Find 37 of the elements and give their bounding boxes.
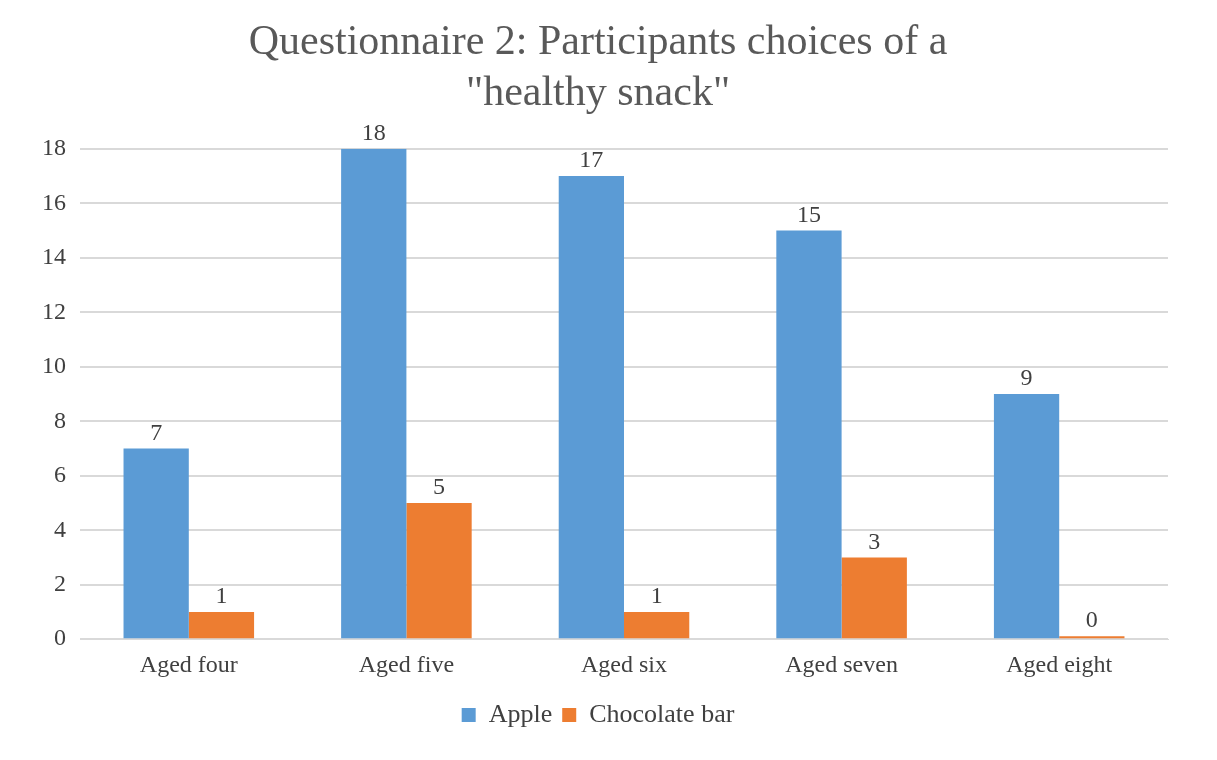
data-label: 1	[650, 582, 663, 609]
y-tick-label: 4	[54, 515, 66, 542]
bar	[558, 176, 624, 639]
y-tick-label: 8	[54, 406, 66, 433]
data-label: 7	[150, 418, 163, 445]
legend-label: Chocolate bar	[589, 698, 735, 728]
bar	[188, 611, 255, 639]
bar	[841, 557, 907, 639]
bar	[406, 502, 472, 639]
y-tick-label: 18	[42, 134, 66, 161]
data-label: 5	[433, 473, 446, 500]
y-tick-label: 10	[42, 352, 66, 379]
data-label: 0	[1085, 606, 1098, 633]
x-tick-label: Aged five	[358, 650, 455, 677]
x-tick-label: Aged four	[139, 650, 238, 677]
y-tick-label: 16	[42, 188, 66, 215]
y-tick-label: 14	[42, 243, 66, 270]
bar	[123, 448, 189, 639]
legend-label: Apple	[488, 698, 553, 728]
data-label: 17	[579, 146, 604, 173]
x-tick-label: Aged eight	[1006, 650, 1113, 677]
data-label: 3	[868, 527, 881, 554]
x-tick-label: Aged six	[581, 650, 667, 677]
y-tick-label: 12	[42, 297, 66, 324]
data-label: 15	[796, 200, 821, 227]
bar	[341, 148, 407, 639]
bar	[776, 230, 842, 639]
y-tick-label: 2	[54, 570, 66, 597]
bar	[624, 611, 690, 639]
y-tick-label: 0	[54, 624, 66, 651]
bar	[993, 394, 1060, 639]
data-label: 9	[1020, 364, 1033, 391]
data-label: 1	[215, 582, 228, 609]
data-label: 18	[361, 119, 386, 146]
x-tick-label: Aged seven	[785, 650, 898, 677]
y-tick-label: 6	[54, 461, 66, 488]
chart-title: Questionnaire 2: Participants choices of a "healthy snack"	[248, 17, 948, 114]
